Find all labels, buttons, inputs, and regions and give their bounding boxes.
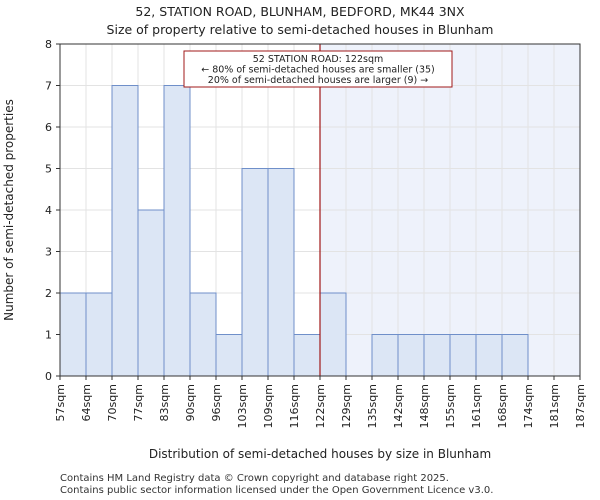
y-tick-label-8: 8 xyxy=(45,38,52,51)
y-tick-label-0: 0 xyxy=(45,370,52,383)
y-tick-label-2: 2 xyxy=(45,287,52,300)
x-tick-label-142sqm: 142sqm xyxy=(392,384,405,428)
x-tick-label-57sqm: 57sqm xyxy=(54,384,67,421)
bar-57sqm xyxy=(59,292,87,377)
bar-142sqm xyxy=(397,334,425,377)
chart-title: 52, STATION ROAD, BLUNHAM, BEDFORD, MK44… xyxy=(135,4,465,19)
bar-135sqm xyxy=(371,334,399,377)
x-tick-label-96sqm: 96sqm xyxy=(210,384,223,421)
x-tick-label-103sqm: 103sqm xyxy=(236,384,249,428)
y-tick-label-1: 1 xyxy=(45,329,52,342)
bar-90sqm xyxy=(189,292,217,377)
bar-155sqm xyxy=(449,334,477,377)
bar-122sqm xyxy=(319,292,347,377)
x-tick-label-70sqm: 70sqm xyxy=(106,384,119,421)
annotation-box xyxy=(183,50,453,88)
bar-148sqm xyxy=(423,334,451,377)
x-tick-label-168sqm: 168sqm xyxy=(496,384,509,428)
bar-70sqm xyxy=(111,85,139,377)
bar-168sqm xyxy=(501,334,529,377)
x-tick-label-129sqm: 129sqm xyxy=(340,384,353,428)
x-tick-label-122sqm: 122sqm xyxy=(314,384,327,428)
bar-161sqm xyxy=(475,334,503,377)
x-tick-label-174sqm: 174sqm xyxy=(522,384,535,428)
x-tick-label-116sqm: 116sqm xyxy=(288,384,301,428)
x-tick-label-148sqm: 148sqm xyxy=(418,384,431,428)
chart-subtitle: Size of property relative to semi-detach… xyxy=(106,22,494,37)
y-tick-label-4: 4 xyxy=(45,204,52,217)
y-tick-label-7: 7 xyxy=(45,80,52,93)
x-tick-label-83sqm: 83sqm xyxy=(158,384,171,421)
x-axis-label: Distribution of semi-detached houses by … xyxy=(149,447,491,461)
annotation-line-3: 20% of semi-detached houses are larger (… xyxy=(208,75,428,86)
bar-83sqm xyxy=(163,85,191,377)
x-tick-label-181sqm: 181sqm xyxy=(548,384,561,428)
footer-line-2: Contains public sector information licen… xyxy=(60,485,494,496)
x-tick-label-64sqm: 64sqm xyxy=(80,384,93,421)
x-tick-label-77sqm: 77sqm xyxy=(132,384,145,421)
x-tick-label-90sqm: 90sqm xyxy=(184,384,197,421)
bar-77sqm xyxy=(137,209,165,377)
x-tick-label-135sqm: 135sqm xyxy=(366,384,379,428)
x-tick-label-109sqm: 109sqm xyxy=(262,384,275,428)
x-tick-label-187sqm: 187sqm xyxy=(574,384,587,428)
footer-line-1: Contains HM Land Registry data © Crown c… xyxy=(60,473,449,484)
y-axis-label: Number of semi-detached properties xyxy=(2,99,16,321)
annotation-line-1: 52 STATION ROAD: 122sqm xyxy=(253,54,384,65)
bar-96sqm xyxy=(215,334,243,377)
bar-109sqm xyxy=(267,168,295,377)
annotation-line-2: ← 80% of semi-detached houses are smalle… xyxy=(201,65,435,76)
x-tick-label-155sqm: 155sqm xyxy=(444,384,457,428)
bar-64sqm xyxy=(85,292,113,377)
y-tick-label-6: 6 xyxy=(45,121,52,134)
bar-116sqm xyxy=(293,334,321,377)
x-tick-label-161sqm: 161sqm xyxy=(470,384,483,428)
y-tick-label-5: 5 xyxy=(45,163,52,176)
bar-103sqm xyxy=(241,168,269,377)
y-tick-label-3: 3 xyxy=(45,246,52,259)
